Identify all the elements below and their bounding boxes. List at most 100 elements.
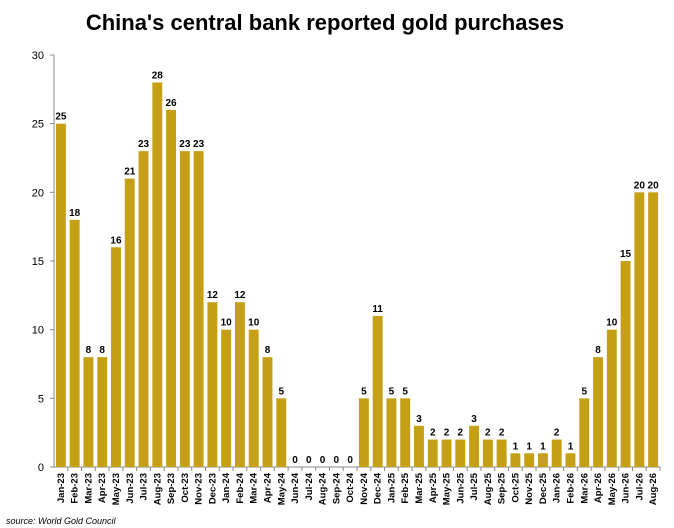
- data-label: 5: [278, 386, 284, 397]
- data-label: 0: [334, 455, 340, 466]
- data-label: 10: [221, 318, 233, 329]
- x-tick-label: May-24: [276, 472, 287, 505]
- bar: [469, 425, 480, 467]
- data-label: 25: [55, 112, 67, 123]
- y-tick-label: 30: [32, 50, 44, 62]
- x-tick-label: Feb-25: [400, 472, 411, 503]
- x-tick-label: Aug-26: [648, 473, 659, 505]
- data-label: 0: [347, 455, 353, 466]
- bar: [620, 261, 631, 467]
- x-tick-label: Feb-24: [235, 472, 246, 503]
- bar: [193, 151, 204, 467]
- bar: [455, 439, 466, 467]
- data-label: 18: [69, 208, 81, 219]
- y-tick-label: 20: [32, 187, 44, 199]
- data-label: 16: [110, 235, 122, 246]
- bar: [262, 357, 273, 467]
- data-label: 2: [554, 428, 560, 439]
- bar: [510, 453, 521, 467]
- bar: [648, 192, 659, 468]
- bar: [427, 439, 438, 467]
- bar: [179, 151, 190, 467]
- data-label: 2: [499, 428, 505, 439]
- y-tick-label: 25: [32, 119, 44, 131]
- bar: [138, 151, 149, 467]
- data-label: 12: [234, 290, 246, 301]
- x-tick-label: Apr-25: [428, 472, 439, 503]
- bar: [565, 453, 576, 467]
- bar: [496, 439, 507, 467]
- data-label: 15: [620, 249, 632, 260]
- bar: [593, 357, 603, 467]
- bar: [551, 439, 562, 467]
- data-label: 23: [179, 139, 191, 150]
- bar: [69, 219, 80, 467]
- x-tick-label: Jan-24: [221, 472, 232, 503]
- y-tick-labels: 0 5 10 15 20 25 30: [32, 50, 44, 474]
- data-label: 0: [306, 455, 312, 466]
- y-tick-label: 15: [32, 256, 44, 268]
- x-tick-label: Jul-26: [634, 473, 645, 500]
- bar: [97, 357, 108, 467]
- x-tick-label: Jul-23: [139, 473, 150, 500]
- y-tick-label: 5: [38, 393, 44, 405]
- x-tick-label: Apr-26: [593, 473, 604, 503]
- bar: [482, 439, 493, 467]
- bar: [83, 357, 94, 467]
- x-tick-label: Aug-24: [318, 472, 329, 505]
- bar: [537, 453, 548, 467]
- chart-title: China's central bank reported gold purch…: [85, 10, 565, 35]
- data-label: 21: [124, 167, 136, 178]
- data-label: 23: [138, 139, 150, 150]
- x-tick-label: Aug-25: [483, 472, 494, 505]
- x-tick-label: Jan-26: [552, 473, 563, 503]
- data-label: 5: [402, 386, 408, 397]
- data-label: 1: [568, 441, 574, 452]
- bar: [358, 398, 369, 467]
- x-tick-label: Mar-24: [249, 472, 260, 503]
- data-label: 20: [648, 180, 660, 191]
- bar: [207, 302, 218, 467]
- data-label: 28: [152, 70, 164, 81]
- x-tick-label: Oct-24: [345, 472, 356, 502]
- data-label: 8: [595, 345, 601, 356]
- bar: [124, 178, 135, 467]
- x-tick-label: May-26: [607, 473, 618, 505]
- x-tick-label: Jun-26: [621, 473, 632, 504]
- x-tick-label: Dec-23: [207, 473, 218, 504]
- x-tick-label: Apr-23: [97, 473, 108, 503]
- x-tick-label: Jan-25: [386, 472, 397, 503]
- data-label: 1: [540, 441, 546, 452]
- data-label: 3: [471, 414, 477, 425]
- x-tick-labels: Jan-23 Feb-23 Mar-23 Apr-23 May-23 Jun-23 Jul-…: [56, 472, 659, 505]
- x-tick-label: Jan-23: [56, 473, 67, 503]
- bar: [111, 247, 121, 467]
- x-tick-label: Sep-25: [497, 472, 508, 504]
- bar: [276, 398, 287, 467]
- bar: [221, 329, 232, 467]
- data-label: 1: [513, 441, 519, 452]
- bar: [386, 398, 397, 467]
- bar: [55, 123, 66, 468]
- data-label: 5: [389, 386, 395, 397]
- data-label: 0: [320, 455, 326, 466]
- x-tick-label: Sep-24: [331, 472, 342, 504]
- x-tick-label: Feb-23: [70, 473, 81, 504]
- bar: [441, 439, 452, 467]
- bar: [606, 329, 617, 467]
- x-tick-label: Jul-25: [469, 472, 480, 500]
- x-tick-label: Nov-25: [524, 472, 535, 504]
- bar: [166, 109, 177, 467]
- y-tick-label: 0: [38, 462, 44, 474]
- data-label: 23: [193, 139, 205, 150]
- data-label: 10: [248, 318, 260, 329]
- data-label: 3: [416, 414, 422, 425]
- data-label: 11: [372, 304, 383, 315]
- bar: [372, 315, 383, 467]
- data-label: 5: [581, 386, 587, 397]
- data-label: 20: [634, 180, 646, 191]
- x-tick-label: Mar-26: [579, 473, 590, 504]
- bar: [152, 82, 163, 467]
- bar: [524, 453, 535, 467]
